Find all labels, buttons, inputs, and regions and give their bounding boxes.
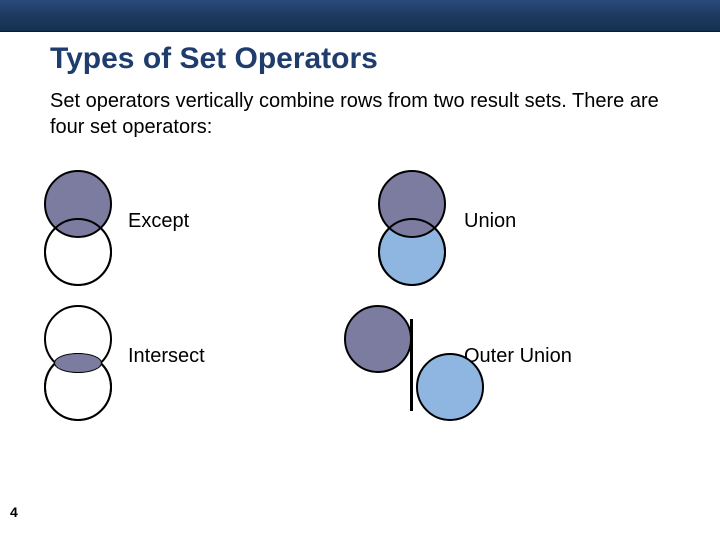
venn-lens (54, 353, 102, 373)
diagram-area: ExceptUnionIntersectOuter Union (0, 160, 720, 500)
venn-circle-bottom (416, 353, 484, 421)
venn-circle-bottom-outline (378, 218, 446, 286)
venn-circle-top (344, 305, 412, 373)
venn-union (378, 170, 446, 286)
venn-intersect (44, 305, 112, 421)
separator-bar (410, 319, 413, 411)
page-number: 4 (10, 504, 18, 520)
venn-outer-union (344, 305, 490, 441)
slide-title: Types of Set Operators (50, 42, 378, 76)
venn-circle-bottom-outline (44, 218, 112, 286)
operator-label-union: Union (464, 210, 516, 233)
slide-subtitle: Set operators vertically combine rows fr… (50, 88, 660, 140)
operator-label-intersect: Intersect (128, 345, 205, 368)
slide-top-bar (0, 0, 720, 32)
operator-label-except: Except (128, 210, 189, 233)
venn-except (44, 170, 112, 286)
